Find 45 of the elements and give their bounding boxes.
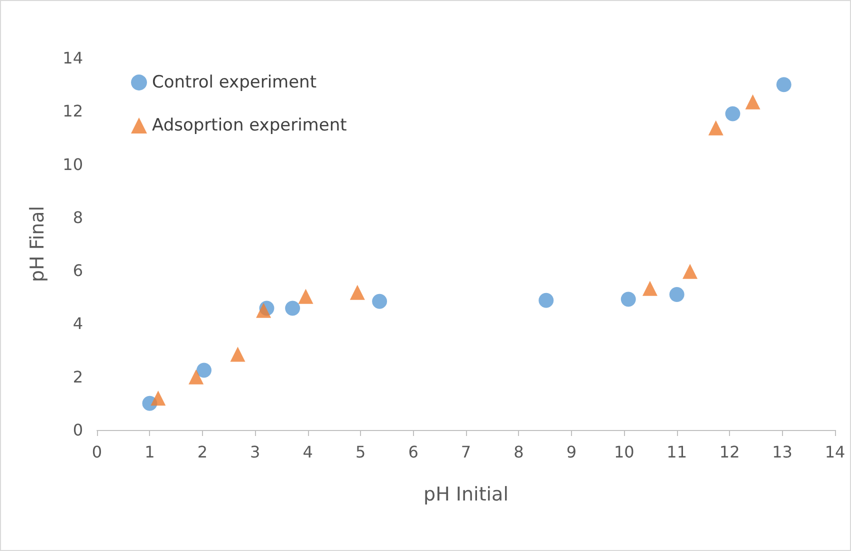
point: [150, 390, 166, 406]
point: [776, 77, 792, 92]
point: [620, 292, 636, 307]
legend-label: Control experiment: [152, 72, 317, 92]
x-tick-label: 12: [719, 442, 740, 462]
x-tick-label: 13: [772, 442, 792, 462]
y-tick-label: 12: [62, 102, 83, 121]
x-tick-label: 8: [514, 442, 524, 462]
x-tick-label: 11: [666, 442, 688, 462]
x-tick-label: 0: [92, 442, 102, 462]
y-tick-label: 4: [72, 314, 83, 334]
point: [538, 292, 554, 308]
y-axis-title: pH Final: [26, 206, 48, 282]
x-tick-label: 9: [566, 442, 577, 462]
point: [642, 280, 658, 296]
point: [372, 294, 388, 309]
y-tick-label: 0: [72, 420, 83, 440]
y-tick-label: 10: [62, 154, 83, 174]
point: [256, 302, 272, 318]
x-tick-label: 10: [614, 442, 634, 462]
point: [708, 120, 724, 136]
point: [669, 286, 684, 302]
x-tick-label: 5: [355, 442, 366, 462]
x-tick-label: 6: [408, 442, 418, 462]
point: [350, 284, 365, 300]
point: [285, 300, 300, 316]
x-tick-label: 14: [824, 442, 846, 462]
point: [682, 264, 698, 279]
point: [196, 362, 212, 378]
x-tick-label: 3: [250, 442, 260, 462]
point: [230, 346, 246, 362]
x-tick-label: 2: [197, 442, 208, 462]
x-tick-label: 4: [302, 442, 313, 462]
point: [188, 369, 204, 384]
x-tick-label: 1: [144, 442, 155, 462]
point: [745, 94, 760, 110]
point: [725, 106, 740, 122]
y-tick-label: 8: [72, 208, 83, 227]
y-tick-label: 6: [72, 261, 83, 280]
y-tick-label: 2: [72, 367, 83, 386]
y-tick-label: 14: [62, 48, 83, 68]
x-tick-label: 7: [460, 442, 472, 462]
x-axis-title: pH Initial: [424, 484, 508, 506]
point: [298, 288, 314, 304]
legend-label: Adsoprtion experiment: [152, 116, 348, 136]
